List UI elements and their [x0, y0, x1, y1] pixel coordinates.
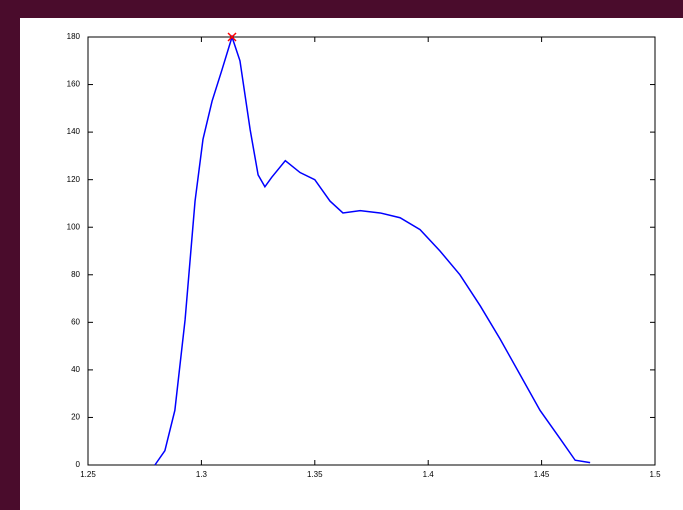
y-tick-label: 20: [71, 413, 80, 422]
y-tick-label: 100: [67, 222, 81, 231]
x-tick-label: 1.3: [196, 470, 208, 479]
axes-box: [87, 36, 656, 466]
x-tick-label: 1.5: [649, 470, 661, 479]
y-tick-label: 80: [71, 270, 80, 279]
line: [154, 34, 591, 466]
y-tick-label: 140: [67, 127, 81, 136]
y-tick-label: 0: [76, 460, 81, 469]
x-tick-label: 1.25: [80, 470, 96, 479]
x-tick-label: 1.45: [534, 470, 550, 479]
x-tick-label: 1.4: [423, 470, 435, 479]
y-tick-label: 120: [67, 175, 81, 184]
peak-marker: [227, 32, 237, 42]
x-tick-label: 1.35: [307, 470, 323, 479]
y-tick-label: 180: [67, 32, 81, 41]
y-tick-label: 160: [67, 80, 81, 89]
y-tick-label: 60: [71, 317, 80, 326]
y-tick-label: 40: [71, 365, 80, 374]
